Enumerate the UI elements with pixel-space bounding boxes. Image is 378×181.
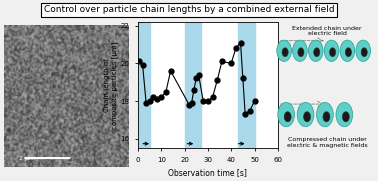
- Circle shape: [282, 48, 288, 57]
- Circle shape: [336, 102, 353, 127]
- Circle shape: [284, 112, 291, 122]
- Text: Compressed chain under
electric & magnetic fields: Compressed chain under electric & magnet…: [287, 137, 367, 148]
- Circle shape: [340, 40, 355, 61]
- Text: 2 μm: 2 μm: [19, 155, 35, 161]
- Circle shape: [277, 40, 291, 61]
- Circle shape: [304, 112, 311, 122]
- Circle shape: [314, 48, 320, 57]
- Circle shape: [308, 40, 323, 61]
- Y-axis label: Chain length of
composite particles [μm]: Chain length of composite particles [μm]: [104, 41, 118, 129]
- Circle shape: [345, 48, 352, 57]
- Circle shape: [293, 40, 307, 61]
- Circle shape: [324, 40, 339, 61]
- Circle shape: [297, 102, 314, 127]
- X-axis label: Observation time [s]: Observation time [s]: [169, 168, 247, 177]
- Circle shape: [316, 102, 333, 127]
- Circle shape: [361, 48, 367, 57]
- Circle shape: [342, 112, 349, 122]
- Circle shape: [323, 112, 330, 122]
- Circle shape: [330, 48, 336, 57]
- Bar: [184, 22, 201, 148]
- Text: Extended chain under
electric field: Extended chain under electric field: [292, 26, 362, 36]
- Text: Control over particle chain lengths by a combined external field: Control over particle chain lengths by a…: [44, 5, 334, 14]
- Circle shape: [278, 102, 294, 127]
- Bar: [238, 22, 254, 148]
- Circle shape: [356, 40, 370, 61]
- Bar: [138, 22, 150, 148]
- Circle shape: [298, 48, 304, 57]
